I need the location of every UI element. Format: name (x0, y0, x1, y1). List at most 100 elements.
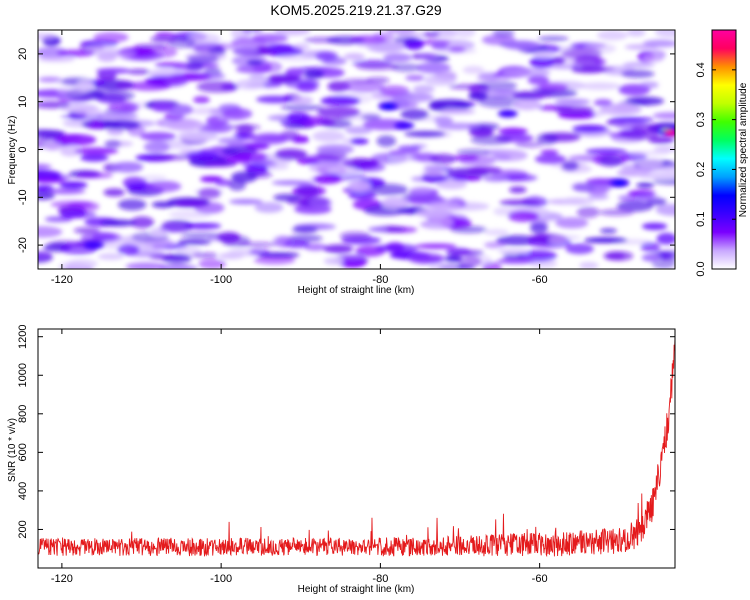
snr-series-line (38, 336, 675, 558)
spectrogram-cell (38, 250, 53, 261)
spectrogram-cell (120, 102, 139, 111)
spectrogram-cell (320, 96, 361, 106)
spectrogram-cell (217, 137, 245, 144)
spectrogram-cell (540, 149, 559, 156)
chart-title: KOM5.2025.219.21.37.G29 (270, 2, 441, 18)
spectrogram-cell (256, 135, 296, 142)
spectrogram-cell (513, 99, 542, 111)
spectrogram-hotspots (83, 102, 675, 250)
spectrogram-cell (548, 235, 566, 244)
spectrogram-cell (355, 62, 399, 71)
spectrogram-cell (484, 229, 509, 236)
colorbar-tick-label: 0.3 (695, 112, 707, 127)
spectrogram-cell (462, 66, 485, 74)
spectrogram-cell (404, 130, 446, 138)
spectrogram-cell (241, 30, 263, 34)
snr-y-tick-label: 400 (17, 482, 29, 500)
spectrogram-cell (112, 161, 144, 173)
spectrogram-cell (366, 40, 406, 53)
spectrogram-cell (244, 143, 270, 150)
spectrogram-cell (537, 36, 569, 42)
spectrogram-cell (291, 135, 310, 144)
spectrogram-cell (253, 255, 296, 265)
spectrogram-cell (184, 51, 227, 62)
spectrogram-cell (478, 80, 518, 92)
spectrogram-cell (509, 186, 527, 194)
spectrogram-cell (44, 141, 61, 151)
spectrogram-cell (436, 70, 457, 82)
spectrogram-cell (255, 95, 294, 104)
spectrogram-cell (637, 194, 661, 201)
spectrogram-y-axis: -20 -10 0 10 20 (17, 48, 675, 253)
spectrogram-cell (499, 199, 541, 207)
hotspot (87, 242, 100, 248)
spectrogram-cell (576, 206, 600, 219)
spectrogram-cell (497, 248, 529, 255)
spectrogram-cell (153, 46, 178, 58)
spectrogram-cell (532, 50, 556, 59)
spectrogram-cell (303, 69, 325, 80)
spectrogram-cell (391, 92, 434, 103)
spectrogram-cell (405, 74, 425, 81)
spectrogram-cell (254, 202, 284, 213)
spectrogram-cell (117, 198, 147, 211)
spectrogram-cell (370, 183, 409, 196)
colorbar-tick-label: 0.1 (695, 212, 707, 227)
spectrogram-cell (642, 53, 665, 63)
spectrogram-cell (492, 30, 515, 38)
spectrogram-cell (38, 129, 64, 140)
hotspot-group (83, 102, 675, 250)
spectrogram-cell (188, 33, 221, 45)
colorbar-tick-label: 0.2 (695, 162, 707, 177)
spectrogram-cell (229, 124, 261, 131)
spectrogram-cell (76, 79, 94, 92)
spectrogram-cell (468, 92, 488, 101)
spectrogram-cell (434, 39, 475, 51)
spectrogram-cell (117, 244, 140, 256)
spectrogram-cell (75, 106, 103, 117)
spectrogram-cell (249, 248, 270, 256)
spectrogram-cell (495, 89, 519, 95)
spectrogram-cell (621, 69, 655, 79)
spectrogram-cell (273, 193, 301, 202)
spectrogram-cell (262, 61, 283, 73)
spectrogram-cell (273, 30, 311, 36)
spectrogram-cell (199, 175, 223, 183)
spectrogram-cell (159, 223, 187, 233)
spectrogram-cell (143, 141, 171, 153)
colorbar-tick-label: 0.4 (695, 62, 707, 77)
spectrogram-cell (140, 132, 177, 141)
spectrogram-cell (454, 30, 476, 38)
spectrogram-field (38, 30, 675, 269)
spectrogram-cell (59, 146, 82, 157)
spectrogram-cell (374, 243, 419, 253)
spectrogram-cell (598, 155, 623, 167)
spectrogram-cell (67, 201, 100, 212)
colorbar-ticks: 0.0 0.1 0.2 0.3 0.4 (695, 62, 736, 277)
spectrogram-cell (104, 139, 122, 149)
spectrogram-cell (422, 31, 440, 37)
spectrogram-cell (125, 262, 167, 269)
spectrogram-cell (483, 175, 509, 182)
snr-y-tick-label: 1200 (17, 324, 29, 348)
spectrogram-cell (97, 253, 124, 260)
spectrogram-cell (529, 56, 555, 69)
spectrogram-cell (96, 112, 139, 120)
spectrogram-cell (421, 175, 449, 183)
spectrogram-cell (66, 259, 98, 269)
spectrogram-cell (571, 66, 607, 74)
spectrogram-cell (38, 32, 57, 41)
spectrogram-cell (397, 145, 423, 151)
spectrogram-cell (165, 119, 205, 131)
spectrogram-cell (246, 59, 264, 66)
spectrogram-cell (274, 148, 308, 160)
spectrogram-cell (97, 51, 137, 57)
spectrogram-cell (640, 242, 661, 252)
spectrogram-cell (38, 46, 68, 59)
spectrogram-cell (659, 164, 675, 173)
spectrogram-cell (499, 174, 538, 182)
spectrogram-cell (593, 99, 613, 107)
spectrogram-cell (295, 83, 320, 92)
spectrogram-cell (327, 80, 351, 92)
